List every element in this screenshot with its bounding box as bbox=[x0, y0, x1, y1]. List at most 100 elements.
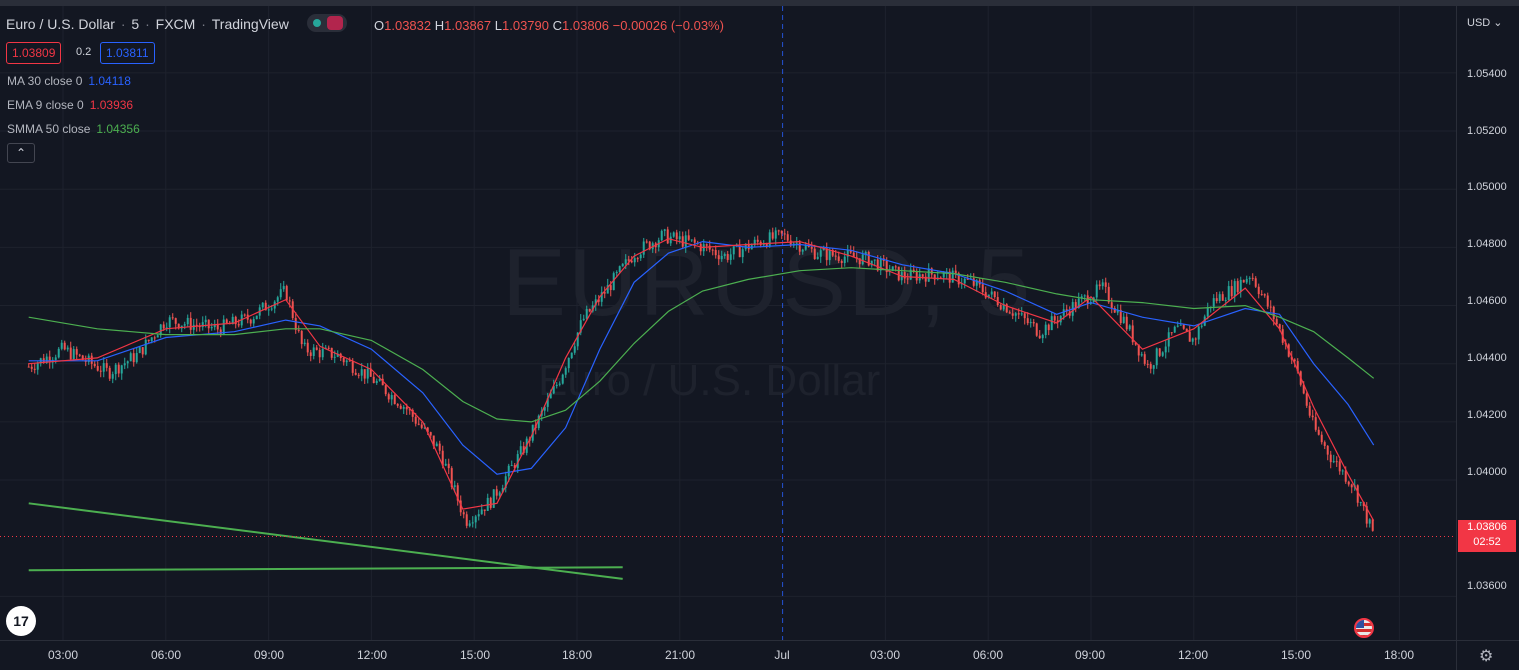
candle-body bbox=[816, 256, 819, 259]
candle-body bbox=[840, 260, 843, 264]
candle-body bbox=[684, 235, 687, 247]
flag-stripe bbox=[1356, 629, 1372, 632]
candle-body bbox=[138, 347, 141, 353]
candle-body bbox=[1125, 316, 1128, 330]
gear-icon[interactable]: ⚙ bbox=[1479, 648, 1494, 665]
tradingview-logo-icon[interactable]: 17 bbox=[6, 606, 36, 636]
candle-body bbox=[1017, 313, 1020, 315]
x-tick-label: 18:00 bbox=[1383, 648, 1415, 662]
indicator-line bbox=[28, 238, 1375, 522]
candle-body bbox=[498, 492, 501, 496]
candle-body bbox=[897, 266, 900, 281]
candle-body bbox=[147, 339, 150, 342]
candle-body bbox=[666, 229, 669, 244]
candle-body bbox=[483, 509, 486, 511]
candle-body bbox=[48, 356, 51, 363]
candle-body bbox=[954, 270, 957, 274]
x-tick-label: 15:00 bbox=[459, 648, 491, 662]
collapse-indicators-button[interactable]: ⌃ bbox=[7, 143, 35, 163]
flag-stripe bbox=[1356, 635, 1372, 636]
candle-body bbox=[1095, 284, 1098, 298]
candle-body bbox=[1080, 296, 1083, 299]
candle-body bbox=[396, 404, 399, 406]
candle-body bbox=[1314, 417, 1317, 430]
y-tick-label: 1.04000 bbox=[1467, 466, 1507, 478]
sell-price-button[interactable]: 1.03809 bbox=[6, 42, 62, 64]
candle-body bbox=[345, 360, 348, 363]
candle-body bbox=[309, 352, 312, 356]
candle-body bbox=[276, 297, 279, 302]
indicator-ema[interactable]: EMA 9 close 0 1.03936 bbox=[7, 98, 133, 112]
x-tick-label: 06:00 bbox=[972, 648, 1004, 662]
candle-body bbox=[342, 357, 345, 363]
x-tick-label: Jul bbox=[774, 648, 790, 662]
candle-body bbox=[1050, 316, 1053, 331]
candle-body bbox=[561, 374, 564, 384]
indicator-smma[interactable]: SMMA 50 close 1.04356 bbox=[7, 122, 140, 136]
candle-body bbox=[132, 353, 135, 363]
candle-body bbox=[1239, 279, 1242, 292]
currency-menu-button[interactable]: USD ⌄ bbox=[1467, 16, 1503, 29]
candle-body bbox=[1029, 322, 1032, 324]
candle-body bbox=[312, 347, 315, 356]
candle-body bbox=[843, 256, 846, 264]
candle-body bbox=[891, 266, 894, 272]
candle-body bbox=[1341, 470, 1344, 472]
indicator-ma[interactable]: MA 30 close 0 1.04118 bbox=[7, 74, 131, 88]
candle-body bbox=[1242, 279, 1245, 283]
candle-body bbox=[207, 319, 210, 329]
symbol-legend[interactable]: Euro / U.S. Dollar · 5 · FXCM · TradingV… bbox=[6, 14, 347, 34]
market-status-icon[interactable] bbox=[306, 14, 347, 33]
candle-body bbox=[738, 244, 741, 258]
indicator-ma-label: MA 30 close 0 bbox=[7, 74, 83, 88]
candle-body bbox=[318, 349, 321, 358]
time-axis-divider bbox=[0, 640, 1519, 641]
candle-body bbox=[333, 356, 336, 358]
candle-body bbox=[789, 240, 792, 246]
candle-body bbox=[1062, 309, 1065, 316]
trendline bbox=[28, 502, 623, 580]
candle-body bbox=[1032, 322, 1035, 324]
candle-body bbox=[1014, 313, 1017, 316]
candle-body bbox=[1356, 485, 1359, 503]
candle-body bbox=[1260, 294, 1263, 296]
candle-body bbox=[972, 278, 975, 286]
candle-body bbox=[123, 363, 126, 366]
candle-body bbox=[774, 230, 777, 239]
y-tick-label: 1.05400 bbox=[1467, 68, 1507, 80]
y-tick-label: 1.04800 bbox=[1467, 238, 1507, 250]
candle-body bbox=[1218, 294, 1221, 301]
candle-body bbox=[1164, 346, 1167, 353]
candle-body bbox=[711, 249, 714, 251]
candle-body bbox=[81, 355, 84, 360]
candle-body bbox=[108, 367, 111, 379]
candle-body bbox=[951, 270, 954, 283]
candle-body bbox=[54, 357, 57, 360]
candle-body bbox=[381, 378, 384, 386]
candle-body bbox=[120, 365, 123, 374]
candle-body bbox=[105, 363, 108, 368]
buy-price-button[interactable]: 1.03811 bbox=[100, 42, 155, 64]
candle-body bbox=[336, 353, 339, 357]
candle-body bbox=[567, 358, 570, 369]
candle-body bbox=[537, 415, 540, 429]
candle-body bbox=[783, 233, 786, 235]
candle-body bbox=[678, 236, 681, 240]
x-tick-label: 15:00 bbox=[1280, 648, 1312, 662]
candle-body bbox=[1008, 312, 1011, 314]
candle-body bbox=[501, 487, 504, 493]
candle-body bbox=[216, 324, 219, 330]
candle-body bbox=[93, 363, 96, 367]
candle-body bbox=[1323, 442, 1326, 446]
candle-body bbox=[669, 236, 672, 244]
candle-body bbox=[981, 284, 984, 293]
candle-body bbox=[390, 395, 393, 400]
candle-body bbox=[186, 317, 189, 325]
us-flag-icon[interactable] bbox=[1354, 618, 1374, 638]
candle-body bbox=[675, 232, 678, 240]
candle-body bbox=[585, 309, 588, 319]
candle-body bbox=[984, 292, 987, 298]
candle-body bbox=[837, 256, 840, 261]
candle-body bbox=[522, 446, 525, 453]
